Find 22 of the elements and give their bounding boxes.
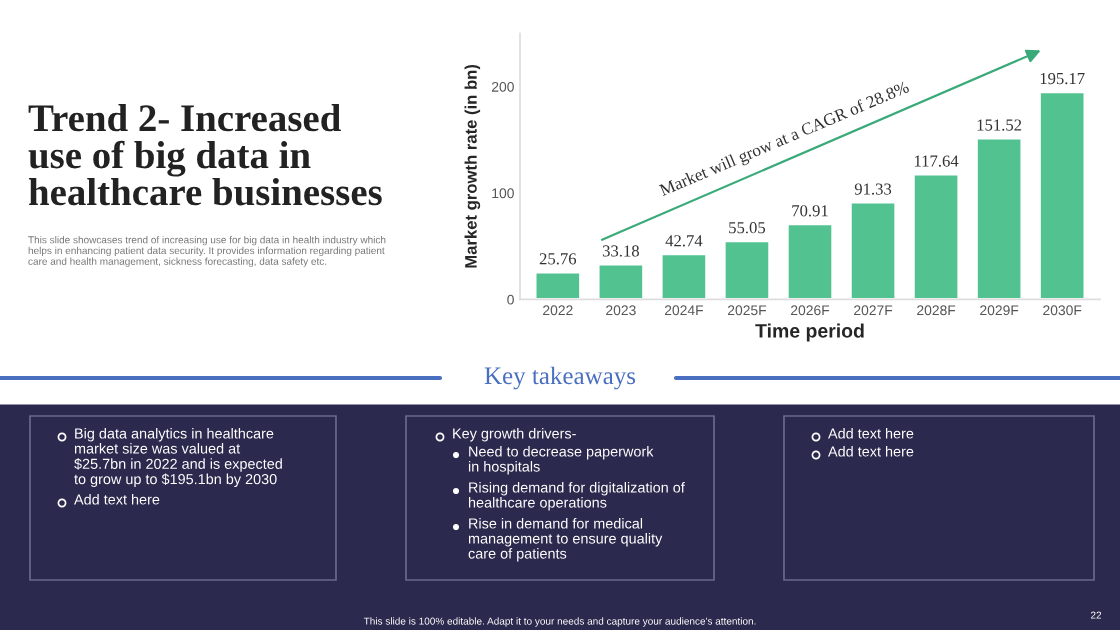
y-axis-title: Market growth rate (in bn) <box>464 64 481 268</box>
data-label: 151.52 <box>977 119 1022 131</box>
bar <box>722 239 772 300</box>
data-label: 42.74 <box>665 235 703 247</box>
text: Key takeaways <box>484 366 636 390</box>
bar <box>596 262 645 300</box>
bar <box>848 200 898 300</box>
bar <box>1038 90 1087 300</box>
bar <box>912 172 961 300</box>
data-label: 55.05 <box>729 222 766 234</box>
data-label: 195.17 <box>1040 72 1085 85</box>
data-label: 33.18 <box>602 245 639 257</box>
data-label: 91.33 <box>854 183 892 195</box>
x-axis-title: Time period <box>755 323 864 342</box>
text: Trend 2- Increased use of big data in healthcare businesses <box>28 104 382 206</box>
data-label: 117.64 <box>914 155 959 167</box>
bar <box>975 136 1024 300</box>
bar <box>785 222 835 300</box>
data-label: 70.91 <box>792 205 828 217</box>
bar <box>659 252 708 300</box>
bar <box>533 270 582 300</box>
data-label: 25.76 <box>539 253 577 265</box>
